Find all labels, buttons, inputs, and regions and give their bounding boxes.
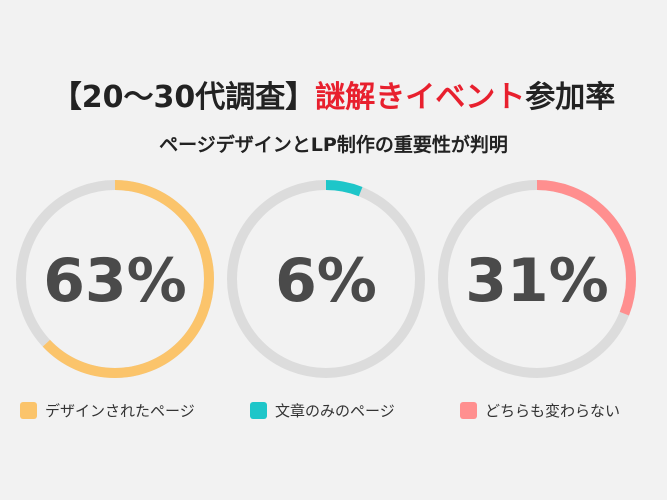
value-label-no-difference: 31% <box>465 246 609 316</box>
value-label-text-only-page: 6% <box>275 246 377 316</box>
legend-item-designed-page: デザインされたページ <box>20 398 195 422</box>
legend-swatch <box>460 401 477 419</box>
donut-arc-designed-page <box>16 180 214 378</box>
title-prefix: 【20〜30代調査】 <box>51 80 316 115</box>
chart-subtitle: ページデザインとLP制作の重要性が判明 <box>159 134 508 156</box>
legend-item-no-difference: どちらも変わらない <box>460 398 620 422</box>
donut-arc-text-only-page <box>227 180 425 378</box>
legend-item-text-only-page: 文章のみのページ <box>250 398 395 422</box>
value-label-designed-page: 63% <box>43 246 187 316</box>
legend-label: どちらも変わらない <box>485 401 621 420</box>
legend-label: 文章のみのページ <box>275 401 395 420</box>
title-accent: 謎解きイベント <box>315 80 526 115</box>
donut-arc-no-difference <box>438 180 636 378</box>
chart-title: 【20〜30代調査】謎解きイベント参加率 <box>0 72 667 116</box>
legend-swatch <box>250 401 267 419</box>
legend-label: デザインされたページ <box>45 401 195 420</box>
legend-swatch <box>20 401 37 419</box>
title-suffix: 参加率 <box>525 80 616 115</box>
